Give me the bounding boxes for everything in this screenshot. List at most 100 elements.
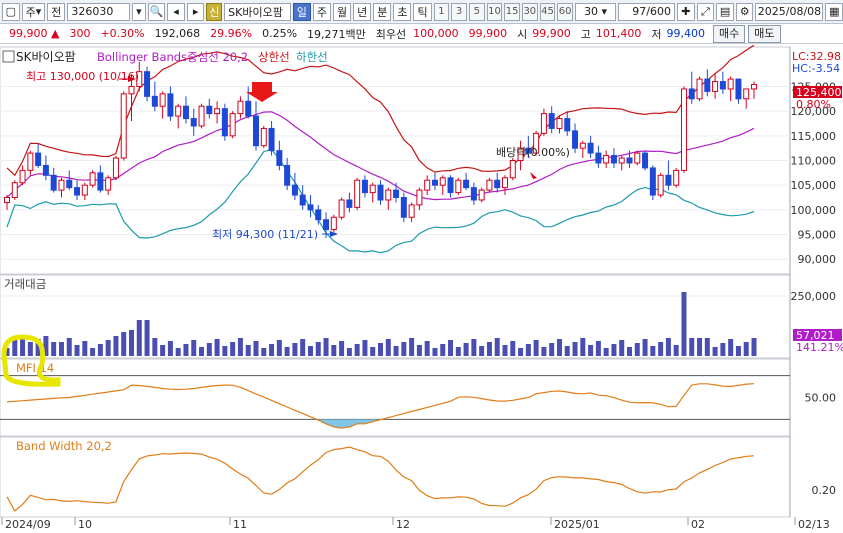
- period-month[interactable]: 월: [332, 2, 352, 21]
- volume-bar: [463, 343, 469, 356]
- search-icon[interactable]: 🔍: [147, 2, 166, 21]
- period-day[interactable]: 일: [292, 2, 311, 21]
- volume-last-label: 57,021: [796, 329, 835, 342]
- panel-settings-icon[interactable]: [2, 50, 15, 63]
- volume: 192,068: [154, 27, 201, 40]
- compare-icon[interactable]: ⤢: [696, 2, 715, 21]
- candle-body: [369, 184, 376, 194]
- candle-body: [323, 219, 330, 231]
- buy-button[interactable]: 매수: [713, 24, 746, 43]
- volume-panel: [0, 274, 791, 359]
- volume-bar: [121, 332, 127, 356]
- candle-body: [642, 152, 649, 169]
- best-label: 최우선: [375, 27, 407, 41]
- market-select[interactable]: 주 ▾: [21, 2, 46, 21]
- stock-code-input[interactable]: 326030: [67, 2, 131, 21]
- x-tick-label: 02: [691, 518, 705, 530]
- candle-body: [237, 100, 244, 115]
- date-input[interactable]: 2025/08/08: [755, 2, 824, 21]
- candle-body: [579, 142, 586, 149]
- volume-bar: [206, 343, 212, 356]
- volume-bar: [237, 338, 243, 356]
- candle-body: [136, 71, 143, 87]
- minute-select[interactable]: 30 ▾: [574, 2, 617, 21]
- min-15[interactable]: 15: [504, 2, 520, 21]
- bandwidth-line: [6, 446, 755, 512]
- candle-body: [276, 150, 283, 166]
- window-menu-icon[interactable]: ▢: [2, 2, 20, 21]
- volume-bar: [448, 340, 454, 356]
- volume-bar: [533, 340, 539, 356]
- sell-button[interactable]: 매도: [748, 24, 781, 43]
- jeon-button[interactable]: 전: [47, 2, 66, 21]
- low-label: 저: [651, 27, 662, 41]
- candle-body: [649, 167, 656, 196]
- min-45[interactable]: 45: [539, 2, 556, 21]
- candle-body: [89, 172, 96, 186]
- add-icon[interactable]: ✚: [676, 2, 695, 21]
- stock-name: SK바이오팜: [224, 2, 291, 21]
- candle-body: [424, 179, 431, 191]
- candle-body: [315, 209, 322, 221]
- volume-ratio: 29.96%: [210, 27, 253, 40]
- period-minute[interactable]: 분: [373, 2, 392, 21]
- open-label: 시: [517, 27, 528, 41]
- low-marker-label: 최저 94,300 (11/21): [212, 228, 318, 241]
- volume-bar: [136, 320, 142, 356]
- period-week[interactable]: 주: [312, 2, 331, 21]
- period-second[interactable]: 초: [393, 2, 412, 21]
- save-icon[interactable]: ▤: [716, 2, 734, 21]
- volume-bar: [556, 339, 562, 356]
- candle-body: [346, 199, 353, 208]
- prev-next-icon[interactable]: ▸: [186, 2, 205, 21]
- highlight-marker: [1, 334, 61, 387]
- candle-body: [509, 160, 516, 179]
- volume-bar: [409, 338, 415, 356]
- candle-body: [377, 184, 384, 201]
- price-chart-svg[interactable]: 90,000 95,000 100,000 105,000 110,000 115,000…: [0, 44, 843, 531]
- candle-body: [97, 172, 104, 191]
- sound-icon[interactable]: ◂: [167, 2, 185, 21]
- candle-body: [268, 127, 275, 152]
- candle-body: [307, 204, 314, 211]
- candle-body: [245, 100, 252, 117]
- candle-body: [431, 179, 438, 186]
- candle-body: [400, 197, 407, 218]
- period-tick[interactable]: 틱: [413, 2, 432, 21]
- count-input[interactable]: 97/600: [618, 2, 675, 21]
- candle-body: [120, 93, 127, 159]
- volume-bar: [74, 345, 80, 356]
- last-pct-label: 0.80%: [796, 98, 831, 111]
- down-arrow-icon: [246, 82, 278, 102]
- gear-icon[interactable]: ⚙: [735, 2, 754, 21]
- chart-area[interactable]: 90,000 95,000 100,000 105,000 110,000 115,000…: [0, 44, 843, 531]
- mfi-tick-label: 50.00: [805, 392, 837, 405]
- min-3[interactable]: 3: [451, 2, 467, 21]
- min-10[interactable]: 10: [486, 2, 503, 21]
- min-1[interactable]: 1: [433, 2, 450, 21]
- candle-body: [58, 179, 65, 191]
- volume-bar: [269, 344, 275, 356]
- min-30[interactable]: 30: [521, 2, 538, 21]
- candle-body: [175, 105, 182, 117]
- candle-body: [719, 81, 726, 90]
- period-year[interactable]: 년: [353, 2, 372, 21]
- volume-bar: [66, 338, 72, 356]
- mfi-line-path: [6, 383, 755, 429]
- volume-bar: [564, 346, 570, 356]
- candle-body: [517, 147, 524, 161]
- volume-bar: [346, 348, 352, 356]
- volume-bar: [401, 342, 407, 356]
- min-5[interactable]: 5: [468, 2, 485, 21]
- x-tick-label: 2025/01: [554, 518, 600, 530]
- candle-body: [4, 197, 10, 203]
- calendar-icon[interactable]: ▦: [825, 2, 843, 21]
- min-60[interactable]: 60: [557, 2, 573, 21]
- volume-bar: [650, 346, 656, 356]
- candle-body: [416, 189, 423, 206]
- candle-body: [385, 189, 392, 201]
- candle-body: [260, 127, 267, 147]
- last-price-box: [793, 86, 842, 98]
- volume-bar: [728, 339, 734, 356]
- code-dropdown-icon[interactable]: ▾: [132, 2, 146, 21]
